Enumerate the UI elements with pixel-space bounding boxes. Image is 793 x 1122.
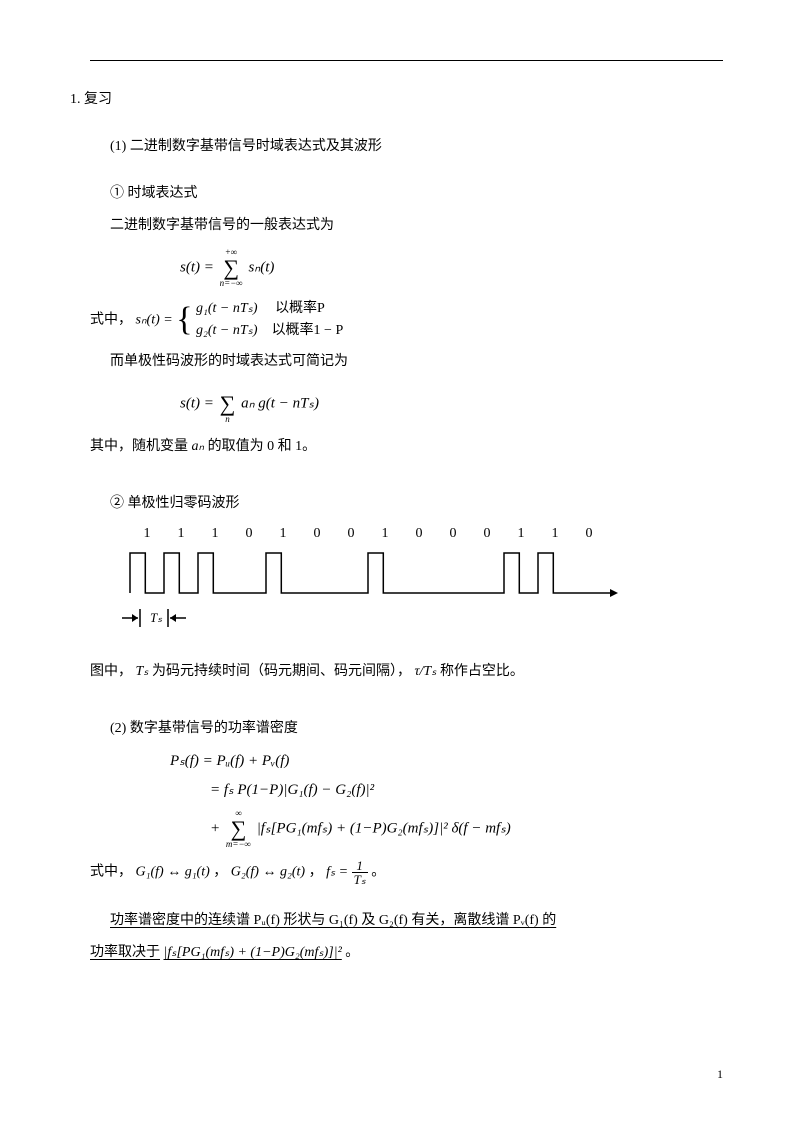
where-g1: G₁(f) ↔ g₁(t) [136,865,210,880]
eq-lhs: s(t) = [180,259,218,275]
subsection-1: (1) 二进制数字基带信号时域表达式及其波形 [110,134,723,159]
eq-case-prefix: 式中， [90,312,132,327]
cap-ts: Tₛ [136,664,149,679]
case-row2-r: 以概率1 − P [272,323,344,338]
ts-marker-svg: Tₛ [120,607,210,629]
sum-symbol: +∞ ∑ n=−∞ [220,248,243,288]
ts-marker: Tₛ [120,607,723,633]
eq-uni-lhs: s(t) = [180,395,218,411]
sum-symbol-2: ∑ n [220,384,236,424]
case-row1-r: 以概率P [275,301,325,316]
psd-eq1: Pₛ(f) = Pᵤ(f) + Pᵥ(f) [170,751,723,770]
top-rule [90,60,723,61]
where-g2: G₂(f) ↔ g₂(t) [231,865,305,880]
fs-num: 1 [352,859,368,872]
psd3-body: |fₛ[PG₁(mfₛ) + (1−P)G₂(mfₛ)]|² δ(f − mfₛ… [257,821,511,837]
eq-case-lhs: sₙ(t) = [136,312,177,327]
bits-row: 11101001000110 [130,526,723,542]
cap-pre: 图中， [90,664,132,679]
bit-value: 0 [572,526,606,542]
case-row1-l: g₁(t − nTₛ) [196,301,258,316]
bit-value: 1 [266,526,300,542]
eq-uni-rhs: aₙ g(t − nTₛ) [241,395,319,411]
ul2-pre: 功率取决于 [90,945,160,960]
sum-symbol-3: ∞ ∑ m=−∞ [226,809,251,849]
ul2-post: 。 [345,945,359,960]
equation-sum-sn: s(t) = +∞ ∑ n=−∞ sₙ(t) [180,248,723,288]
waveform-diagram [120,548,630,603]
item-2: ② 单极性归零码波形 [110,491,723,516]
fs-den: Tₛ [352,872,368,886]
ul2-eq: |fₛ[PG₁(mfₛ) + (1−P)G₂(mfₛ)]|² [164,945,342,960]
eq-cases: 式中， sₙ(t) = { g₁(t − nTₛ) 以概率P g₂(t − nT… [90,298,723,343]
page: 1. 复习 (1) 二进制数字基带信号时域表达式及其波形 ① 时域表达式 二进制… [0,0,793,1122]
cap-mid: 为码元持续时间（码元期间、码元间隔）， [152,664,411,679]
equation-unipolar: s(t) = ∑ n aₙ g(t − nTₛ) [180,384,723,424]
psd3-pre: + [210,821,224,837]
subsection-2: (2) 数字基带信号的功率谱密度 [110,716,723,741]
psd-where: 式中， G₁(f) ↔ g₁(t) ， G₂(f) ↔ g₂(t) ， fₛ =… [90,859,723,886]
bit-value: 1 [164,526,198,542]
bit-value: 1 [538,526,572,542]
bit-value: 0 [436,526,470,542]
underline-2: 功率取决于 |fₛ[PG₁(mfₛ) + (1−P)G₂(mfₛ)]|² 。 [90,940,723,965]
page-number: 1 [717,1067,723,1082]
an-desc: 其中，随机变量 aₙ 的取值为 0 和 1。 [90,434,723,459]
case-row2-l: g₂(t − nTₛ) [196,323,258,338]
item-1-desc: 二进制数字基带信号的一般表达式为 [110,213,723,238]
diagram-caption: 图中， Tₛ 为码元持续时间（码元期间、码元间隔）， τ/Tₛ 称作占空比。 [90,659,723,684]
cap-tau: τ/Tₛ [415,664,437,679]
bit-value: 0 [402,526,436,542]
bit-value: 0 [334,526,368,542]
an-post: 的取值为 0 和 1。 [208,439,317,454]
an-pre: 其中，随机变量 [90,439,188,454]
sum2-lower: n [220,415,236,424]
underline-1: 功率谱密度中的连续谱 Pᵤ(f) 形状与 G₁(f) 及 G₂(f) 有关，离散… [110,908,723,933]
svg-text:Tₛ: Tₛ [150,610,162,625]
item-1: ① 时域表达式 [110,181,723,206]
bit-value: 0 [232,526,266,542]
an-symbol: aₙ [192,439,208,454]
psd-eq2: = fₛ P(1−P)|G₁(f) − G₂(f)|² [210,780,723,799]
sum-lower: n=−∞ [220,279,243,288]
unipolar-desc: 而单极性码波形的时域表达式可简记为 [110,349,723,374]
bit-value: 0 [300,526,334,542]
waveform-svg [120,548,626,598]
bit-value: 1 [130,526,164,542]
eq-rhs: sₙ(t) [248,259,274,275]
where-end: 。 [371,865,385,880]
bit-value: 1 [504,526,538,542]
where-pre: 式中， [90,865,132,880]
bit-value: 1 [368,526,402,542]
cap-post: 称作占空比。 [440,664,524,679]
bit-value: 1 [198,526,232,542]
bit-value: 0 [470,526,504,542]
where-fs-l: fₛ = [326,865,352,880]
sum3-lower: m=−∞ [226,840,251,849]
section-heading: 1. 复习 [70,87,723,112]
psd-eq3: + ∞ ∑ m=−∞ |fₛ[PG₁(mfₛ) + (1−P)G₂(mfₛ)]|… [210,809,723,849]
ul1-text: 功率谱密度中的连续谱 Pᵤ(f) 形状与 G₁(f) 及 G₂(f) 有关，离散… [110,913,556,928]
